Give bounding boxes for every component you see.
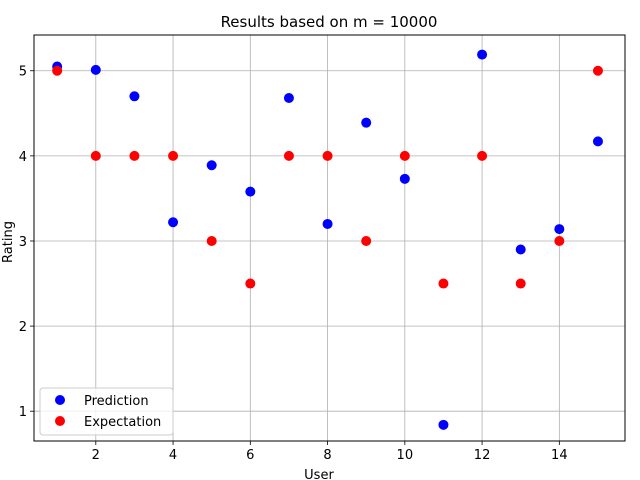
expectation-point xyxy=(554,235,565,246)
legend-label-expectation: Expectation xyxy=(84,415,161,430)
legend-box xyxy=(39,387,174,436)
x-tick-label: 14 xyxy=(551,448,568,463)
y-tick-label: 4 xyxy=(19,150,27,165)
y-tick-label: 5 xyxy=(19,65,27,80)
expectation-point xyxy=(129,150,140,161)
x-tick-label: 8 xyxy=(323,448,331,463)
expectation-point xyxy=(52,65,63,76)
legend: Prediction Expectation xyxy=(39,387,174,436)
x-axis-label: User xyxy=(304,468,334,480)
expectation-point xyxy=(477,150,488,161)
expectation-point xyxy=(361,235,372,246)
prediction-point xyxy=(592,136,603,147)
prediction-point xyxy=(554,224,565,235)
x-tick-label: 6 xyxy=(246,448,254,463)
y-tick-label: 2 xyxy=(19,320,27,335)
prediction-point xyxy=(90,64,101,75)
prediction-point xyxy=(361,117,372,128)
y-axis-label: Rating xyxy=(1,221,16,263)
x-tick-label: 10 xyxy=(397,448,414,463)
prediction-point xyxy=(283,92,294,103)
x-tick-label: 4 xyxy=(169,448,177,463)
expectation-point xyxy=(245,278,256,289)
plot-frame xyxy=(33,34,626,442)
expectation-point xyxy=(206,235,217,246)
prediction-point xyxy=(399,173,410,184)
expectation-point xyxy=(515,278,526,289)
x-axis-ticks: 2 4 6 8 10 12 14 xyxy=(92,441,568,463)
expectation-point xyxy=(90,150,101,161)
prediction-point xyxy=(206,160,217,171)
x-tick-label: 12 xyxy=(474,448,491,463)
prediction-point xyxy=(515,244,526,255)
legend-marker-prediction xyxy=(55,395,65,405)
prediction-point xyxy=(245,186,256,197)
prediction-point xyxy=(477,49,488,60)
legend-label-prediction: Prediction xyxy=(84,394,149,409)
y-axis-ticks: 1 2 3 4 5 xyxy=(19,65,34,420)
y-tick-label: 3 xyxy=(19,235,27,250)
expectation-point xyxy=(168,150,179,161)
prediction-point xyxy=(438,419,449,430)
expectation-point xyxy=(438,278,449,289)
prediction-point xyxy=(322,218,333,229)
chart-title: Results based on m = 10000 xyxy=(221,13,438,31)
prediction-point xyxy=(168,217,179,228)
expectation-point xyxy=(322,150,333,161)
prediction-point xyxy=(129,91,140,102)
legend-marker-expectation xyxy=(55,416,65,426)
data-points xyxy=(52,49,603,430)
expectation-point xyxy=(283,150,294,161)
y-tick-label: 1 xyxy=(19,405,27,420)
expectation-point xyxy=(399,150,410,161)
grid-lines xyxy=(34,35,625,441)
x-tick-label: 2 xyxy=(92,448,100,463)
expectation-point xyxy=(592,65,603,76)
